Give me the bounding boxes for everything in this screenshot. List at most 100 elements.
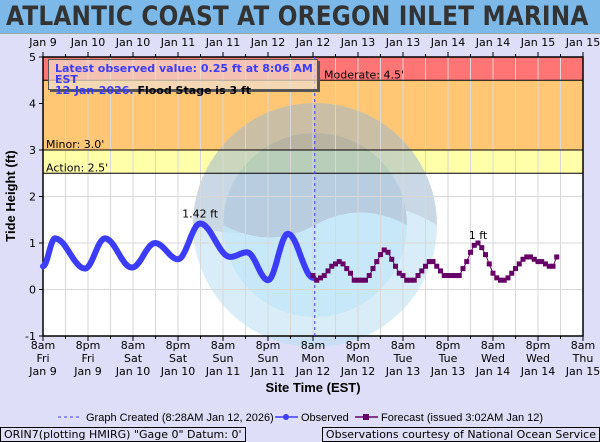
x-top-tick-label: Jan 13: [385, 36, 420, 49]
forecast-point: [516, 261, 522, 267]
x-tick-label: Mon: [346, 352, 369, 365]
forecast-point: [415, 273, 421, 279]
forecast-point: [460, 266, 466, 272]
x-tick-label: Jan 9: [73, 365, 101, 378]
forecast-point: [318, 275, 323, 281]
forecast-peak-label: 1 ft: [469, 229, 488, 242]
forecast-point: [438, 268, 443, 274]
forecast-point: [546, 263, 552, 269]
x-top-tick-label: Jan 10: [115, 36, 150, 49]
x-tick-label: Jan 12: [295, 365, 330, 378]
legend: Graph Created (8:28AM Jan 12, 2026) Obse…: [58, 412, 543, 424]
forecast-point: [325, 268, 331, 274]
y-tick-label: 2: [29, 191, 36, 204]
x-tick-label: 8pm: [166, 339, 191, 352]
forecast-point: [310, 273, 316, 279]
legend-forecast-marker: [363, 414, 369, 420]
latest-observed-date: 12-Jan-2026.: [55, 84, 134, 97]
forecast-point: [385, 249, 391, 255]
forecast-point: [486, 261, 492, 267]
forecast-point: [550, 263, 556, 269]
x-tick-label: 8pm: [346, 339, 371, 352]
forecast-point: [513, 266, 518, 272]
gage-datum-note: ORIN7(plotting HMIRG) "Gage 0" Datum: 0': [0, 427, 246, 442]
forecast-point: [554, 254, 560, 260]
forecast-point: [471, 242, 477, 248]
threshold-label-action: Action: 2.5': [46, 161, 108, 174]
forecast-point: [483, 252, 488, 258]
forecast-point: [404, 277, 410, 283]
x-tick-label: Jan 11: [250, 365, 285, 378]
threshold-label-minor: Minor: 3.0': [46, 138, 104, 151]
x-top-tick-label: Jan 12: [250, 36, 285, 49]
x-top-tick-label: Jan 14: [475, 36, 510, 49]
x-tick-label: 8am: [571, 339, 595, 352]
forecast-point: [366, 273, 372, 279]
x-tick-label: 8pm: [76, 339, 101, 352]
legend-observed: Observed: [301, 412, 349, 424]
forecast-point: [441, 273, 447, 279]
forecast-point: [314, 277, 320, 283]
x-tick-label: Jan 10: [115, 365, 150, 378]
forecast-point: [329, 263, 335, 269]
x-tick-label: Wed: [481, 352, 505, 365]
forecast-point: [524, 254, 530, 260]
x-tick-label: Jan 10: [160, 365, 195, 378]
observations-credit: Observations courtesy of National Ocean …: [321, 427, 600, 442]
forecast-point: [426, 259, 432, 265]
x-top-tick-label: Jan 14: [430, 36, 465, 49]
y-tick-label: 3: [29, 144, 36, 157]
x-tick-label: Fri: [81, 352, 94, 365]
x-tick-label: Jan 13: [430, 365, 465, 378]
forecast-point: [355, 277, 361, 283]
legend-observed-marker: [283, 414, 289, 420]
forecast-point: [396, 270, 402, 276]
forecast-point: [464, 259, 470, 265]
x-tick-label: Sat: [124, 352, 143, 365]
y-tick-label: 1: [29, 237, 36, 250]
threshold-label-moderate: Moderate: 4.5': [324, 68, 404, 81]
forecast-point: [535, 259, 541, 265]
x-tick-label: 8pm: [526, 339, 551, 352]
x-tick-label: Jan 9: [28, 365, 56, 378]
forecast-point: [378, 252, 383, 258]
x-top-tick-label: Jan 15: [520, 36, 555, 49]
x-top-tick-label: Jan 9: [28, 36, 56, 49]
forecast-point: [344, 266, 350, 272]
x-top-tick-label: Jan 10: [70, 36, 105, 49]
forecast-point: [393, 263, 398, 269]
flood-stage: Flood Stage is 3 ft: [137, 84, 251, 97]
forecast-point: [374, 259, 380, 265]
forecast-point: [363, 277, 368, 283]
x-tick-label: 8pm: [256, 339, 281, 352]
x-tick-label: 8am: [31, 339, 55, 352]
forecast-point: [321, 273, 327, 279]
x-tick-label: Fri: [36, 352, 49, 365]
observed-series-line: [40, 220, 317, 284]
forecast-point: [498, 277, 503, 283]
forecast-point: [531, 256, 537, 262]
x-tick-label: Wed: [526, 352, 550, 365]
x-tick-label: Jan 12: [340, 365, 375, 378]
y-tick-label: -1: [25, 330, 36, 343]
x-top-tick-label: Jan 11: [160, 36, 195, 49]
x-tick-label: Jan 14: [475, 365, 510, 378]
forecast-point: [501, 277, 507, 283]
x-top-tick-label: Jan 13: [340, 36, 375, 49]
x-top-tick-label: Jan 12: [295, 36, 330, 49]
forecast-point: [456, 273, 462, 279]
x-tick-label: Sun: [258, 352, 279, 365]
forecast-point: [381, 247, 387, 253]
forecast-point: [430, 259, 436, 265]
latest-observation-box: Latest observed value: 0.25 ft at 8:06 A…: [48, 59, 318, 96]
observed-peak-label: 1.42 ft: [182, 207, 219, 220]
y-tick-label: 0: [29, 284, 36, 297]
x-tick-label: Thu: [572, 352, 594, 365]
legend-forecast: Forecast (issued 3:02AM Jan 12): [381, 412, 543, 424]
forecast-point: [479, 245, 485, 251]
x-tick-label: 8am: [391, 339, 415, 352]
y-tick-label: 5: [29, 51, 36, 64]
forecast-point: [408, 277, 413, 283]
forecast-point: [509, 270, 515, 276]
x-top-tick-label: Jan 11: [205, 36, 240, 49]
